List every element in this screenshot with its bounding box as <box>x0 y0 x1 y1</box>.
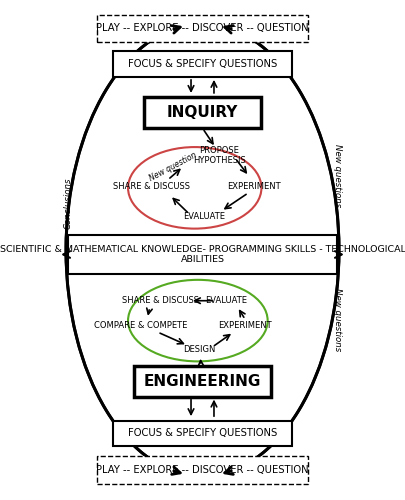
FancyBboxPatch shape <box>113 420 292 446</box>
Text: Conclusions: Conclusions <box>64 177 73 229</box>
Text: SCIENTIFIC & MATHEMATICAL KNOWLEDGE- PROGRAMMING SKILLS - TECHNOLOGICAL
ABILITIE: SCIENTIFIC & MATHEMATICAL KNOWLEDGE- PRO… <box>0 245 405 264</box>
Text: EVALUATE: EVALUATE <box>183 212 225 220</box>
Text: PROPOSE
HYPOTHESIS: PROPOSE HYPOTHESIS <box>193 146 246 165</box>
FancyBboxPatch shape <box>97 15 308 42</box>
Text: SHARE & DISCUSS: SHARE & DISCUSS <box>122 296 199 305</box>
Text: FOCUS & SPECIFY QUESTIONS: FOCUS & SPECIFY QUESTIONS <box>128 59 277 69</box>
Text: New question: New question <box>148 150 198 182</box>
FancyBboxPatch shape <box>134 366 271 396</box>
Text: PLAY -- EXPLORE -- DISCOVER -- QUESTION: PLAY -- EXPLORE -- DISCOVER -- QUESTION <box>96 24 309 34</box>
Text: SHARE & DISCUSS: SHARE & DISCUSS <box>113 182 190 191</box>
Text: FOCUS & SPECIFY QUESTIONS: FOCUS & SPECIFY QUESTIONS <box>128 428 277 438</box>
Text: COMPARE & COMPETE: COMPARE & COMPETE <box>94 321 188 330</box>
Text: INQUIRY: INQUIRY <box>167 106 238 120</box>
FancyBboxPatch shape <box>143 98 262 128</box>
Text: PLAY -- EXPLORE -- DISCOVER -- QUESTION: PLAY -- EXPLORE -- DISCOVER -- QUESTION <box>96 465 309 475</box>
Text: EXPERIMENT: EXPERIMENT <box>219 321 272 330</box>
FancyBboxPatch shape <box>68 235 337 274</box>
Text: ENGINEERING: ENGINEERING <box>144 374 261 389</box>
Text: New questions: New questions <box>333 288 342 351</box>
Text: EVALUATE: EVALUATE <box>205 296 247 305</box>
FancyBboxPatch shape <box>113 51 292 77</box>
FancyBboxPatch shape <box>97 456 308 483</box>
Text: New questions: New questions <box>333 144 342 207</box>
Text: EXPERIMENT: EXPERIMENT <box>227 182 281 191</box>
Text: DESIGN: DESIGN <box>183 345 215 354</box>
